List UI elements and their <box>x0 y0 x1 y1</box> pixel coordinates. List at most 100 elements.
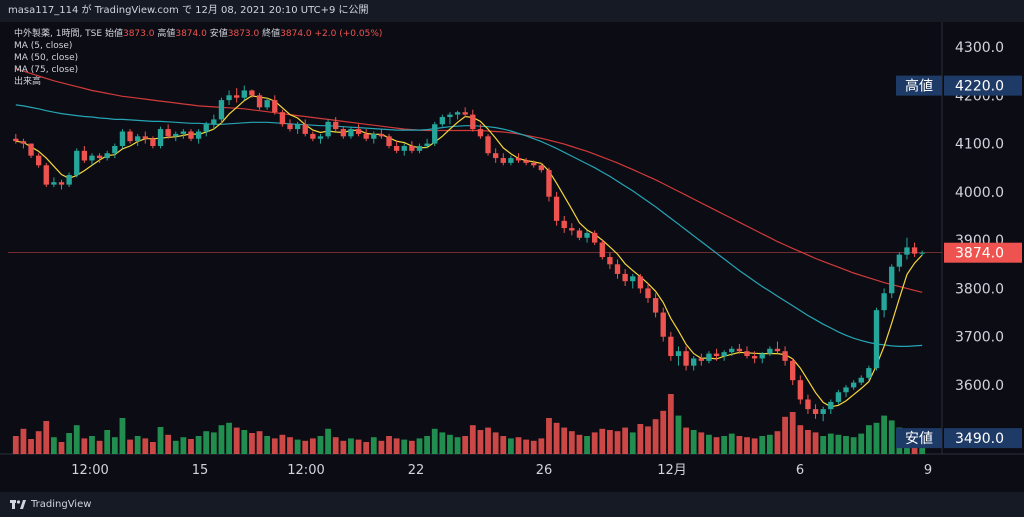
candle-body[interactable] <box>127 131 133 142</box>
volume-bar[interactable] <box>660 410 667 454</box>
volume-bar[interactable] <box>233 427 240 454</box>
candle-body[interactable] <box>873 310 880 369</box>
candle-body[interactable] <box>409 145 415 151</box>
candle-body[interactable] <box>523 160 529 163</box>
candle-body[interactable] <box>660 312 666 337</box>
candle-body[interactable] <box>51 182 57 185</box>
candle-body[interactable] <box>74 150 80 175</box>
candle-body[interactable] <box>325 121 331 137</box>
volume-bar[interactable] <box>150 442 156 454</box>
volume-bar[interactable] <box>332 437 339 454</box>
candle-body[interactable] <box>751 356 758 359</box>
candle-body[interactable] <box>569 228 575 231</box>
candle-body[interactable] <box>706 353 712 361</box>
volume-bar[interactable] <box>629 432 636 454</box>
volume-bar[interactable] <box>43 421 50 454</box>
volume-bar[interactable] <box>378 440 385 454</box>
candle-body[interactable] <box>180 131 187 134</box>
volume-bar[interactable] <box>12 436 19 454</box>
volume-bar[interactable] <box>698 432 705 454</box>
ma75-legend[interactable]: MA (75, close) <box>14 65 79 75</box>
candle-body[interactable] <box>28 143 34 156</box>
volume-bar[interactable] <box>835 434 842 454</box>
candle-body[interactable] <box>729 348 735 353</box>
volume-bar[interactable] <box>561 427 568 454</box>
volume-bar[interactable] <box>287 437 293 454</box>
volume-bar[interactable] <box>401 439 408 454</box>
volume-bar[interactable] <box>789 412 796 454</box>
volume-bar[interactable] <box>462 436 469 454</box>
candle-body[interactable] <box>294 124 301 130</box>
volume-bar[interactable] <box>850 437 857 454</box>
candle-body[interactable] <box>508 158 514 163</box>
candle-body[interactable] <box>203 124 209 132</box>
candle-body[interactable] <box>35 155 42 166</box>
candle-body[interactable] <box>234 95 240 98</box>
candle-body[interactable] <box>241 90 247 98</box>
volume-bar[interactable] <box>302 440 309 454</box>
candle-body[interactable] <box>691 358 697 366</box>
volume-bar[interactable] <box>721 436 728 454</box>
volume-bar[interactable] <box>195 436 202 454</box>
candle-body[interactable] <box>774 348 781 352</box>
volume-bar[interactable] <box>599 428 606 454</box>
volume-bar[interactable] <box>317 436 324 454</box>
volume-bar[interactable] <box>523 439 530 454</box>
candle-body[interactable] <box>637 276 644 289</box>
candle-body[interactable] <box>721 352 727 357</box>
candle-body[interactable] <box>835 392 842 402</box>
volume-bar[interactable] <box>591 432 598 454</box>
candle-body[interactable] <box>790 360 796 381</box>
candle-body[interactable] <box>371 133 377 139</box>
volume-bar[interactable] <box>325 428 331 454</box>
volume-bar[interactable] <box>843 436 849 454</box>
volume-bar[interactable] <box>873 422 880 454</box>
volume-bar[interactable] <box>241 430 248 454</box>
candle-body[interactable] <box>668 336 674 357</box>
candle-body[interactable] <box>119 131 126 146</box>
volume-bar[interactable] <box>888 420 895 454</box>
volume-bar[interactable] <box>119 418 126 454</box>
volume-bar[interactable] <box>713 437 720 454</box>
volume-bar[interactable] <box>805 430 811 454</box>
candle-body[interactable] <box>866 368 872 378</box>
candle-body[interactable] <box>546 170 552 197</box>
candle-body[interactable] <box>820 409 826 414</box>
volume-bar[interactable] <box>408 440 415 454</box>
tradingview-logo[interactable]: TradingView <box>10 498 91 510</box>
volume-bar[interactable] <box>73 425 80 454</box>
ma50-line[interactable] <box>15 104 923 347</box>
volume-bar[interactable] <box>683 427 689 454</box>
volume-bar[interactable] <box>728 433 735 454</box>
volume-bar[interactable] <box>485 427 491 454</box>
candle-body[interactable] <box>249 90 255 96</box>
candle-body[interactable] <box>904 247 910 255</box>
volume-bar[interactable] <box>652 419 659 454</box>
candle-body[interactable] <box>584 232 590 238</box>
candle-body[interactable] <box>561 220 567 229</box>
candle-body[interactable] <box>150 138 156 146</box>
chart-frame[interactable]: 4300.0 4200.0 4100.0 4000.0 3900.0 3800.0 3700… <box>0 22 1024 492</box>
volume-bar[interactable] <box>218 425 225 454</box>
candle-body[interactable] <box>919 252 925 254</box>
candle-body[interactable] <box>13 138 19 142</box>
candle-body[interactable] <box>287 124 293 130</box>
volume-bar[interactable] <box>294 439 301 454</box>
candle-body[interactable] <box>614 264 621 274</box>
candle-body[interactable] <box>607 257 613 265</box>
candle-body[interactable] <box>432 124 438 144</box>
candle-body[interactable] <box>652 298 659 313</box>
volume-bar[interactable] <box>188 439 194 454</box>
candle-body[interactable] <box>424 143 430 146</box>
candle-body[interactable] <box>462 112 468 115</box>
volume-bar[interactable] <box>96 440 103 454</box>
volume-bar[interactable] <box>20 428 27 454</box>
volume-bar[interactable] <box>89 436 95 454</box>
candle-body[interactable] <box>272 100 278 113</box>
candle-body[interactable] <box>500 158 506 163</box>
candle-body[interactable] <box>592 232 598 243</box>
candle-body[interactable] <box>470 114 476 130</box>
volume-bar[interactable] <box>675 415 682 454</box>
volume-bar[interactable] <box>538 438 545 454</box>
candle-body[interactable] <box>828 401 834 410</box>
